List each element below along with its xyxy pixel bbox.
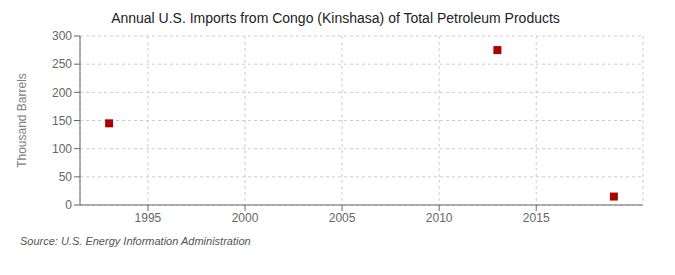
svg-text:50: 50: [59, 170, 73, 184]
html-text:Source: U.S. Energy Informatio: Source: U.S. Energy Information Administ…: [20, 235, 251, 247]
svg-text:2010: 2010: [426, 211, 453, 225]
html-text:Annual U.S. Imports from Congo: Annual U.S. Imports from Congo (Kinshasa…: [111, 10, 560, 26]
svg-text:0: 0: [65, 198, 72, 212]
svg-text:200: 200: [52, 86, 72, 100]
svg-text:2005: 2005: [329, 211, 356, 225]
svg-text:Thousand Barrels: Thousand Barrels: [15, 73, 29, 168]
svg-text:150: 150: [52, 114, 72, 128]
svg-text:1995: 1995: [135, 211, 162, 225]
svg-text:250: 250: [52, 57, 72, 71]
svg-text:2000: 2000: [232, 211, 259, 225]
svg-text:100: 100: [52, 142, 72, 156]
svg-text:2015: 2015: [523, 211, 550, 225]
svg-text:300: 300: [52, 29, 72, 43]
